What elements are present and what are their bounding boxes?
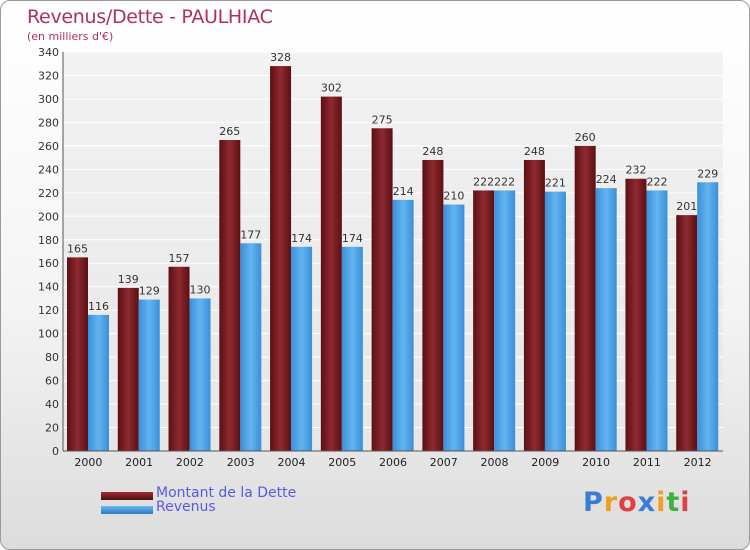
logo-letter: r bbox=[603, 487, 619, 518]
y-tick-label: 20 bbox=[45, 422, 59, 435]
x-tick-label: 2003 bbox=[227, 456, 255, 469]
y-tick-label: 100 bbox=[38, 328, 59, 341]
debt-value-label: 328 bbox=[270, 51, 291, 64]
y-tick-label: 340 bbox=[38, 46, 59, 59]
revenue-value-label: 222 bbox=[494, 175, 515, 188]
logo-letter: P bbox=[583, 487, 604, 518]
x-tick-label: 2009 bbox=[531, 456, 559, 469]
logo-letter: t bbox=[666, 487, 681, 518]
y-tick-label: 220 bbox=[38, 187, 59, 200]
revenue-value-label: 224 bbox=[596, 173, 617, 186]
y-tick-label: 40 bbox=[45, 398, 59, 411]
x-tick-label: 2010 bbox=[582, 456, 610, 469]
debt-bar bbox=[168, 266, 190, 451]
legend-label-debt: Montant de la Dette bbox=[156, 485, 297, 501]
x-tick-label: 2012 bbox=[684, 456, 712, 469]
y-tick-label: 0 bbox=[52, 445, 59, 458]
debt-bar bbox=[422, 159, 444, 451]
x-tick-label: 2005 bbox=[328, 456, 356, 469]
debt-value-label: 260 bbox=[575, 131, 596, 144]
x-tick-label: 2002 bbox=[176, 456, 204, 469]
revenue-bar bbox=[189, 298, 211, 451]
y-tick-label: 320 bbox=[38, 69, 59, 82]
y-tick-label: 80 bbox=[45, 351, 59, 364]
revenue-value-label: 174 bbox=[291, 232, 312, 245]
logo-letter: i bbox=[656, 487, 667, 518]
debt-value-label: 232 bbox=[625, 164, 646, 177]
debt-bar bbox=[523, 159, 545, 451]
x-tick-label: 2001 bbox=[125, 456, 153, 469]
debt-bar bbox=[219, 140, 241, 451]
chart-title: Revenus/Dette - PAULHIAC bbox=[27, 6, 273, 28]
logo-letter: i bbox=[680, 487, 691, 518]
legend-swatch-debt bbox=[101, 492, 153, 500]
debt-value-label: 222 bbox=[473, 175, 494, 188]
revenue-value-label: 214 bbox=[393, 185, 414, 198]
legend-label-revenue: Revenus bbox=[156, 499, 216, 515]
debt-value-label: 157 bbox=[169, 252, 190, 265]
x-tick-label: 2011 bbox=[633, 456, 661, 469]
debt-value-label: 248 bbox=[524, 145, 545, 158]
revenue-value-label: 221 bbox=[545, 177, 566, 190]
revenue-bar bbox=[544, 191, 566, 451]
revenue-value-label: 116 bbox=[88, 300, 109, 313]
debt-value-label: 265 bbox=[219, 125, 240, 138]
revenue-value-label: 229 bbox=[697, 167, 718, 180]
x-tick-label: 2000 bbox=[74, 456, 102, 469]
debt-value-label: 248 bbox=[422, 145, 443, 158]
revenue-bar bbox=[595, 188, 617, 452]
y-tick-label: 300 bbox=[38, 93, 59, 106]
revenue-bar bbox=[291, 246, 313, 451]
y-tick-label: 60 bbox=[45, 375, 59, 388]
debt-bar bbox=[320, 96, 342, 451]
revenue-bar bbox=[646, 190, 668, 451]
debt-bar bbox=[574, 145, 596, 451]
debt-value-label: 302 bbox=[321, 82, 342, 95]
debt-bar bbox=[625, 178, 647, 451]
y-tick-label: 120 bbox=[38, 304, 59, 317]
debt-bar bbox=[676, 215, 698, 451]
y-tick-label: 260 bbox=[38, 140, 59, 153]
revenue-bar bbox=[88, 314, 109, 451]
revenue-value-label: 222 bbox=[646, 175, 667, 188]
x-tick-label: 2004 bbox=[277, 456, 305, 469]
x-tick-label: 2008 bbox=[481, 456, 509, 469]
debt-value-label: 139 bbox=[118, 273, 139, 286]
logo-letter: o bbox=[618, 487, 638, 518]
proxiti-logo: Proxiti bbox=[583, 487, 691, 518]
revenue-value-label: 210 bbox=[443, 190, 464, 203]
revenue-bar bbox=[392, 199, 414, 451]
debt-value-label: 165 bbox=[67, 242, 88, 255]
y-tick-label: 280 bbox=[38, 116, 59, 129]
x-tick-label: 2006 bbox=[379, 456, 407, 469]
legend-swatch-revenue bbox=[101, 506, 153, 514]
debt-bar bbox=[117, 287, 139, 451]
logo-letter: x bbox=[637, 487, 657, 518]
debt-bar bbox=[67, 257, 88, 451]
revenue-bar bbox=[240, 243, 262, 451]
revenue-bar bbox=[443, 204, 465, 451]
y-tick-label: 240 bbox=[38, 163, 59, 176]
debt-bar bbox=[371, 128, 393, 451]
revenue-bar bbox=[697, 182, 719, 451]
debt-value-label: 201 bbox=[676, 200, 697, 213]
revenue-bar bbox=[341, 246, 363, 451]
revenue-bar bbox=[494, 190, 516, 451]
debt-bar bbox=[473, 190, 495, 451]
chart-subtitle: (en milliers d'€) bbox=[27, 30, 114, 43]
y-tick-label: 140 bbox=[38, 281, 59, 294]
y-tick-label: 180 bbox=[38, 234, 59, 247]
debt-bar bbox=[270, 66, 292, 452]
revenue-value-label: 177 bbox=[240, 228, 261, 241]
debt-value-label: 275 bbox=[372, 113, 393, 126]
x-tick-label: 2007 bbox=[430, 456, 458, 469]
revenue-bar bbox=[138, 299, 160, 451]
revenue-value-label: 174 bbox=[342, 232, 363, 245]
revenue-value-label: 129 bbox=[139, 285, 160, 298]
revenue-value-label: 130 bbox=[190, 283, 211, 296]
y-tick-label: 160 bbox=[38, 257, 59, 270]
y-tick-label: 200 bbox=[38, 210, 59, 223]
